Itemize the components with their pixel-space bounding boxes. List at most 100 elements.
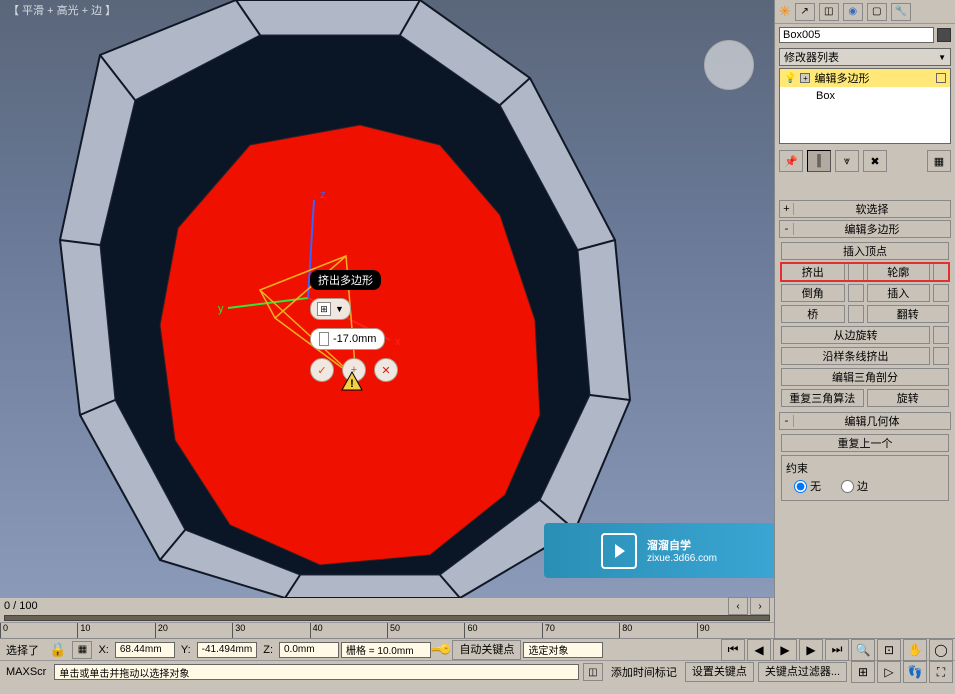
modify-tab-icon[interactable]: ↗ [795,3,815,21]
flip-button[interactable]: 翻转 [867,305,950,323]
coord-mode-button[interactable]: ▦ [72,641,92,659]
modifier-stack[interactable]: 💡 + 编辑多边形 Box [779,68,951,144]
timeline: 0 / 100 ‹ › 0 10 20 30 40 50 60 70 80 90 [0,598,774,638]
modifier-stack-item-editpoly[interactable]: 💡 + 编辑多边形 [780,69,950,87]
z-coord-field[interactable]: 0.0mm [279,642,339,658]
auto-key-button[interactable]: 自动关键点 [452,640,521,660]
configure-button[interactable]: ▦ [927,150,951,172]
key-icon[interactable]: 🔑 [430,637,454,661]
caddy-type-button[interactable]: ⊞ ▼ [310,298,351,320]
key-filter-button[interactable]: 关键点过滤器... [758,662,847,682]
rollout-soft-selection[interactable]: + 软选择 [779,200,951,218]
extrude-spline-button[interactable]: 沿样条线挤出 [781,347,930,365]
grid-info: 栅格 = 10.0mm [341,642,431,658]
stack-endcap-icon [936,73,946,83]
object-color-swatch[interactable] [937,28,951,42]
caddy-title: 挤出多边形 [310,270,381,290]
hierarchy-tab-icon[interactable]: ◫ [819,3,839,21]
outline-settings-button[interactable] [933,263,949,281]
warning-icon: ! [340,370,364,394]
lock-icon[interactable]: 🔒 [45,641,70,658]
statusbar: 选择了 🔒 ▦ X: 68.44mm Y: -41.494mm Z: 0.0mm… [0,638,955,694]
maxscript-label[interactable]: MAXScr [2,666,50,678]
insert-settings-button[interactable] [933,284,949,302]
caddy-ok-button[interactable]: ✓ [310,358,334,382]
caddy-cancel-button[interactable]: ✕ [374,358,398,382]
time-tag-button[interactable]: ◫ [583,663,603,681]
zoom-all-button[interactable]: ⊡ [877,639,901,661]
show-result-button[interactable]: ║ [807,150,831,172]
modifier-list-dropdown[interactable]: 修改器列表 [779,48,951,66]
motion-tab-icon[interactable]: ◉ [843,3,863,21]
timeline-track[interactable] [4,615,770,621]
rollout-edit-polygons[interactable]: - 编辑多边形 [779,220,951,238]
outline-button[interactable]: 轮廓 [867,263,931,281]
walk-button[interactable]: 👣 [903,661,927,683]
constraint-group: 约束 无 边 [781,455,949,501]
zoom-extents-button[interactable]: ⊞ [851,661,875,683]
timeline-frame-info: 0 / 100 [4,600,38,612]
retriangulate-button[interactable]: 重复三角算法 [781,389,864,407]
svg-text:!: ! [350,378,354,390]
extrude-spline-settings-button[interactable] [933,347,949,365]
constraint-edge-radio[interactable]: 边 [841,478,868,494]
pin-stack-button[interactable]: 📌 [779,150,803,172]
utilities-tab-icon[interactable]: 🔧 [891,3,911,21]
watermark-url: zixue.3d66.com [647,553,717,564]
create-tab-icon[interactable]: ✳ [779,3,791,20]
caddy-height-field[interactable]: -17.0mm [310,328,385,350]
orbit-button[interactable]: ◯ [929,639,953,661]
timeline-ruler[interactable]: 0 10 20 30 40 50 60 70 80 90 [0,622,774,638]
play-icon [601,533,637,569]
x-coord-field[interactable]: 68.44mm [115,642,175,658]
insert-button[interactable]: 插入 [867,284,931,302]
repeat-last-button[interactable]: 重复上一个 [781,434,949,452]
prompt-field: 单击或单击并拖动以选择对象 [54,664,578,680]
timeline-next-button[interactable]: › [750,597,770,615]
nav-next-button[interactable]: ▶ [799,639,823,661]
set-key-button[interactable]: 设置关键点 [685,662,754,682]
fov-button[interactable]: ▷ [877,661,901,683]
extrude-caddy: 挤出多边形 ⊞ ▼ -17.0mm ✓ + ✕ ! [310,270,398,382]
viewport[interactable]: 【 平滑 + 高光 + 边 】 x y z 挤出多边形 ⊞ ▼ [0,0,774,598]
constraint-none-radio[interactable]: 无 [794,478,821,494]
hinge-button[interactable]: 从边旋转 [781,326,930,344]
bevel-settings-button[interactable] [848,284,864,302]
make-unique-button[interactable]: ⩔ [835,150,859,172]
rollout-edit-geometry[interactable]: - 编辑几何体 [779,412,951,430]
maximize-button[interactable]: ⛶ [929,661,953,683]
stack-toolbar: 📌 ║ ⩔ ✖ ▦ [775,146,955,176]
remove-mod-button[interactable]: ✖ [863,150,887,172]
expand-icon[interactable]: + [800,73,810,83]
nav-prev-button[interactable]: ◀ [747,639,771,661]
extrude-settings-button[interactable] [848,263,864,281]
lightbulb-icon[interactable]: 💡 [784,73,796,84]
svg-text:z: z [320,189,326,201]
caddy-height-value: -17.0mm [333,333,376,345]
y-coord-field[interactable]: -41.494mm [197,642,258,658]
modifier-stack-item-box[interactable]: Box [780,87,950,105]
edit-tri-button[interactable]: 编辑三角剖分 [781,368,949,386]
nav-first-button[interactable]: ⏮ [721,639,745,661]
extrude-button[interactable]: 挤出 [781,263,845,281]
bevel-button[interactable]: 倒角 [781,284,845,302]
zoom-button[interactable]: 🔍 [851,639,875,661]
selected-object-field[interactable]: 选定对象 [523,642,603,658]
nav-play-button[interactable]: ▶ [773,639,797,661]
svg-text:y: y [218,303,224,315]
timeline-prev-button[interactable]: ‹ [728,597,748,615]
caddy-type-icon: ⊞ [317,302,331,316]
bridge-settings-button[interactable] [848,305,864,323]
object-name-input[interactable] [779,27,934,43]
watermark-text: 溜溜自学 [647,537,717,553]
hinge-settings-button[interactable] [933,326,949,344]
add-time-tag-label[interactable]: 添加时间标记 [607,664,681,680]
bridge-button[interactable]: 桥 [781,305,845,323]
command-panel: ✳ ↗ ◫ ◉ ▢ 🔧 修改器列表 💡 + 编辑多边形 Box 📌 ║ ⩔ ✖ … [774,0,955,694]
rotate-button[interactable]: 旋转 [867,389,950,407]
insert-vertex-button[interactable]: 插入顶点 [781,242,949,260]
watermark: 溜溜自学 zixue.3d66.com [544,523,774,578]
nav-last-button[interactable]: ⏭ [825,639,849,661]
pan-button[interactable]: ✋ [903,639,927,661]
display-tab-icon[interactable]: ▢ [867,3,887,21]
